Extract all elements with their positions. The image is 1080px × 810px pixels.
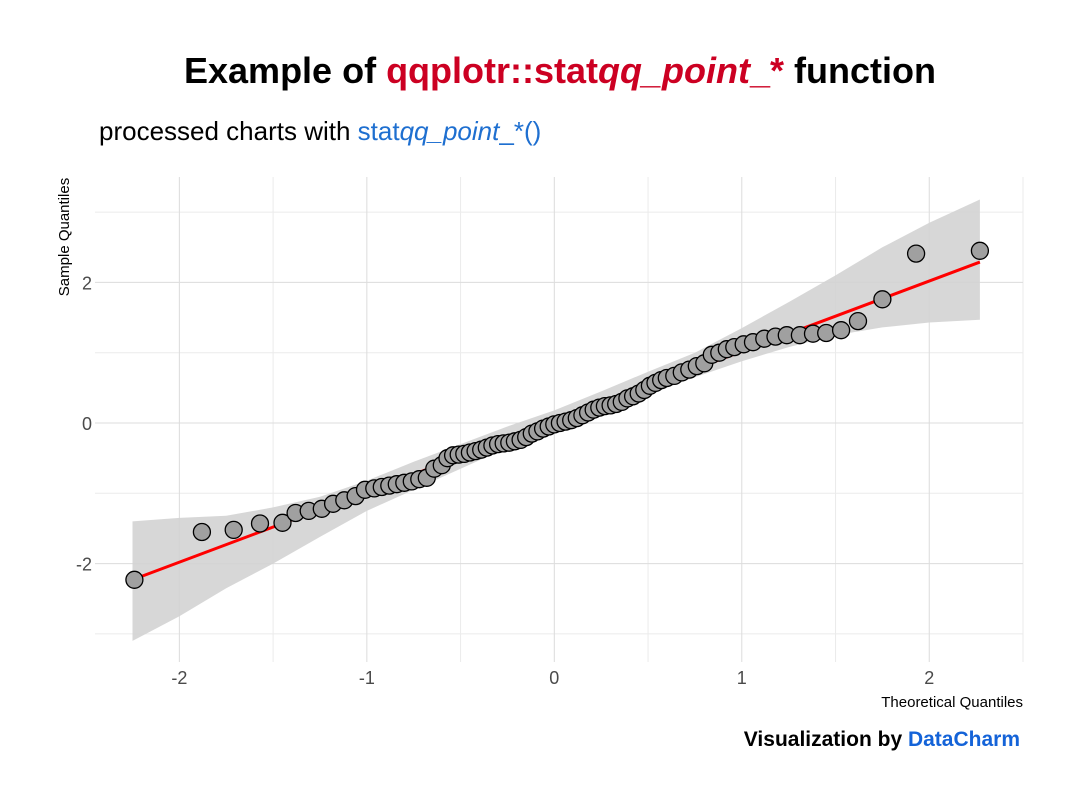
data-point [906, 244, 926, 263]
x-tick-label: 2 [924, 668, 934, 688]
tick-labels: -2 -1 0 1 2 -2 0 2 [76, 273, 934, 688]
caption: Visualization by DataCharm [744, 728, 1020, 752]
caption-brand: DataCharm [907, 728, 1020, 751]
data-point [250, 514, 270, 533]
x-tick-label: 0 [549, 668, 559, 688]
data-point [848, 311, 868, 331]
x-axis-label: Theoretical Quantiles [881, 694, 1023, 711]
subtitle-code-a: stat [357, 116, 400, 146]
subtitle-prefix: processed charts with [99, 116, 358, 146]
data-point [192, 522, 212, 542]
data-point [817, 323, 836, 343]
subtitle-code-c: _*() [499, 116, 542, 146]
x-tick-label: -2 [171, 668, 187, 688]
subtitle-code: statqq_point_*() [358, 116, 542, 146]
y-tick-label: 2 [82, 273, 92, 293]
data-point [831, 321, 851, 340]
y-tick-label: 0 [82, 414, 92, 434]
data-points [125, 241, 990, 589]
y-axis-label: Sample Quantiles [56, 178, 73, 296]
data-point [224, 520, 243, 540]
title-suffix: function [784, 50, 936, 91]
title-code-a: qqplotr::stat [386, 50, 599, 91]
y-tick-label: -2 [76, 555, 92, 575]
caption-prefix: Visualization by [743, 728, 908, 751]
subtitle-code-b: qq_point [399, 116, 500, 146]
data-point [125, 570, 144, 589]
data-point [970, 241, 990, 260]
data-point [873, 290, 892, 309]
x-tick-label: 1 [737, 668, 747, 688]
data-point [273, 513, 292, 532]
title-code: qqplotr::statqq_point_* [386, 50, 784, 91]
title-code-c: _* [750, 50, 785, 91]
chart-title: Example of qqplotr::statqq_point_* funct… [0, 50, 1080, 92]
title-prefix: Example of [184, 50, 387, 91]
title-code-b: qq_point [598, 50, 750, 91]
chart-subtitle: processed charts with statqq_point_*() [99, 116, 541, 147]
x-tick-label: -1 [359, 668, 375, 688]
